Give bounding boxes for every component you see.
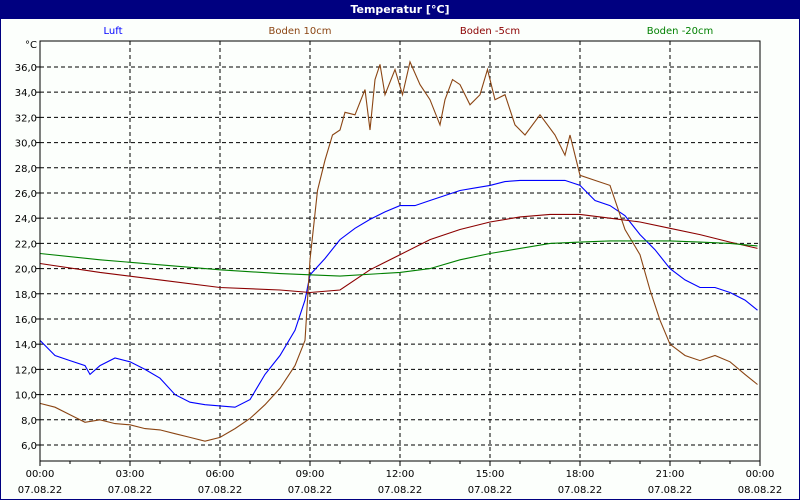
x-tick-time: 00:00 [746,469,775,480]
legend-entry-boden-20cm: Boden -20cm [647,26,714,37]
y-tick-label: 12,0 [15,365,37,376]
x-tick-time: 15:00 [476,469,505,480]
x-tick-time: 06:00 [206,469,235,480]
x-axis: 00:00 07.08.22 03:00 07.08.22 06:00 07.08.22 0… [18,461,783,496]
x-tick-date: 07.08.22 [108,485,153,496]
y-tick-label: 22,0 [15,239,37,250]
y-tick-label: 32,0 [15,113,37,124]
series-line-boden-5cm [39,213,758,294]
x-tick-date: 07.08.22 [468,485,513,496]
x-tick-date: 07.08.22 [558,485,603,496]
legend: Luft Boden 10cm Boden -5cm Boden -20cm [104,26,714,37]
chart-title: Temperatur [°C] [350,3,449,16]
y-tick-label: 30,0 [15,139,37,150]
y-tick-label: 36,0 [15,63,37,74]
y-tick-label: 18,0 [15,290,37,301]
y-tick-label: 10,0 [15,391,37,402]
x-tick-date: 07.08.22 [648,485,693,496]
legend-entry-boden-10cm: Boden 10cm [269,26,332,37]
series-lines [39,60,758,442]
series-line-luft [39,179,758,408]
x-tick-date: 07.08.22 [198,485,243,496]
x-tick-time: 09:00 [296,469,325,480]
x-tick-time: 18:00 [566,469,595,480]
x-tick-date: 08.08.22 [738,485,783,496]
y-tick-label: 6,0 [21,441,37,452]
y-tick-label: 16,0 [15,315,37,326]
x-tick-date: 07.08.22 [18,485,63,496]
y-axis-unit: °C [25,40,37,51]
legend-entry-boden-5cm: Boden -5cm [460,26,520,37]
plot-frame [39,40,761,462]
y-tick-label: 24,0 [15,214,37,225]
x-tick-time: 12:00 [386,469,415,480]
series-line-boden-10cm [39,60,758,442]
y-tick-label: 14,0 [15,340,37,351]
legend-entry-luft: Luft [104,26,123,37]
x-tick-date: 07.08.22 [288,485,333,496]
y-tick-label: 26,0 [15,189,37,200]
y-tick-label: 28,0 [15,164,37,175]
grid [40,41,760,461]
x-tick-date: 07.08.22 [378,485,423,496]
y-axis: 6,0 8,0 10,0 12,0 14,0 16,0 18,0 20,0 22,0 24,0 26… [15,63,40,452]
y-tick-label: 8,0 [21,416,37,427]
x-tick-time: 03:00 [116,469,145,480]
series-line-boden-20cm [39,240,758,277]
x-tick-time: 00:00 [26,469,55,480]
title-bar [0,0,800,19]
x-tick-time: 21:00 [656,469,685,480]
y-tick-label: 20,0 [15,265,37,276]
y-tick-label: 34,0 [15,88,37,99]
